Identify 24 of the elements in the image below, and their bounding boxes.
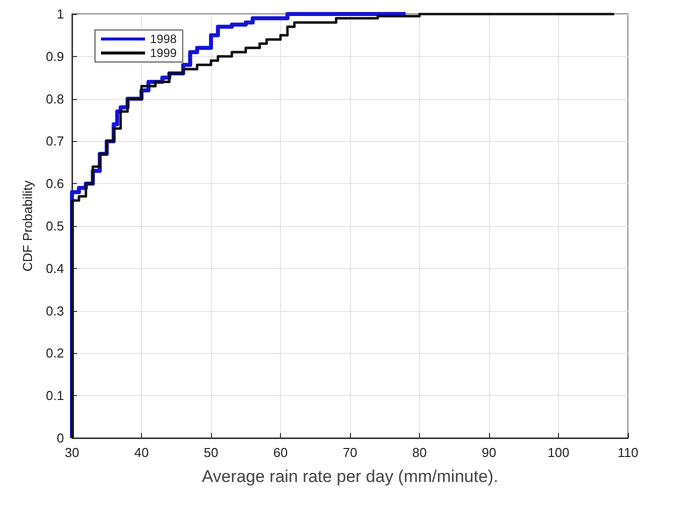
x-tick-label: 60 bbox=[273, 445, 288, 460]
legend-label: 1998 bbox=[150, 32, 178, 46]
x-tick-label: 50 bbox=[204, 445, 218, 460]
x-tick-label: 80 bbox=[412, 445, 427, 460]
x-tick-label: 100 bbox=[548, 445, 570, 460]
x-tick-label: 70 bbox=[342, 445, 358, 460]
y-tick-label: 0.1 bbox=[46, 388, 64, 404]
y-tick-label: 0.4 bbox=[46, 260, 64, 276]
x-tick-label: 30 bbox=[64, 445, 80, 460]
y-tick-label: 0.8 bbox=[46, 91, 64, 106]
y-axis-title: CDF Probability bbox=[20, 180, 35, 272]
y-tick-label: 1 bbox=[56, 6, 64, 22]
y-tick-label: 0.2 bbox=[46, 346, 64, 361]
x-axis-title: Average rain rate per day (mm/minute). bbox=[202, 467, 498, 486]
x-tick-label: 90 bbox=[482, 445, 496, 460]
y-tick-label: 0.6 bbox=[46, 176, 64, 192]
y-tick-label: 0.9 bbox=[46, 48, 64, 64]
x-tick-label: 40 bbox=[134, 445, 149, 460]
y-tick-label: 0.3 bbox=[46, 303, 64, 318]
y-tick-label: 0.5 bbox=[46, 218, 64, 234]
x-tick-label: 110 bbox=[618, 445, 638, 460]
y-tick-label: 0.7 bbox=[46, 134, 64, 149]
legend-label: 1999 bbox=[150, 46, 178, 60]
y-tick-label: 0 bbox=[56, 430, 64, 446]
